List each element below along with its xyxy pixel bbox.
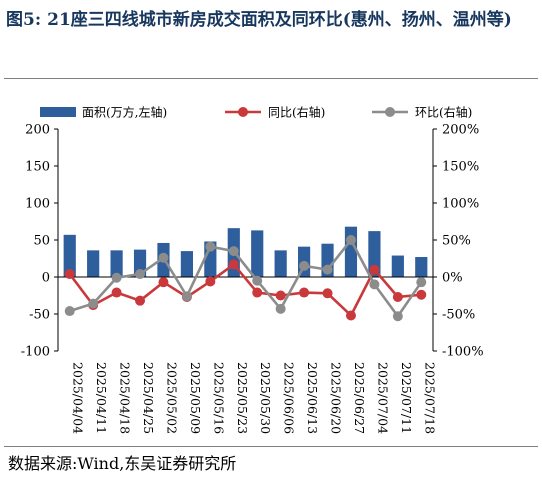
bar-area — [274, 250, 287, 277]
x-tick-label: 2025/07/11 — [399, 362, 414, 434]
bar-area — [391, 255, 404, 277]
right-tick-label: 0% — [442, 271, 463, 286]
yoy-point — [111, 287, 122, 298]
mom-point — [416, 277, 427, 288]
x-tick-label: 2025/06/06 — [282, 362, 297, 434]
mom-point — [111, 272, 122, 283]
bar-area — [344, 226, 358, 277]
x-tick-label: 2025/04/11 — [94, 362, 109, 434]
figure-label: 图5: — [6, 10, 42, 30]
yoy-point — [416, 289, 427, 300]
mom-point — [181, 291, 192, 302]
mom-point — [205, 241, 216, 252]
chart-title: 图5: 21座三四线城市新房成交面积及同环比(惠州、扬州、温州等) — [6, 4, 536, 36]
legend-mom-label: 环比(右轴) — [415, 105, 472, 120]
bar-area — [63, 234, 76, 277]
yoy-point — [299, 287, 310, 298]
mom-point — [135, 269, 146, 280]
bar-area — [110, 250, 123, 277]
bar-area — [180, 251, 193, 277]
right-tick-label: -50% — [442, 308, 475, 323]
yoy-point — [64, 269, 75, 280]
x-tick-label: 2025/05/16 — [211, 362, 226, 434]
x-tick-label: 2025/06/13 — [305, 362, 320, 434]
yoy-point — [322, 288, 333, 299]
yoy-point — [369, 264, 380, 275]
x-tick-label: 2025/05/02 — [164, 362, 179, 434]
yoy-point — [205, 276, 216, 287]
left-tick-label: -100 — [21, 345, 50, 360]
yoy-point — [392, 291, 403, 302]
right-tick-label: 100% — [442, 197, 479, 212]
mom-point — [64, 306, 75, 317]
x-tick-label: 2025/04/04 — [71, 362, 86, 434]
mom-point — [299, 260, 310, 271]
mom-point — [158, 252, 169, 263]
x-tick-label: 2025/04/25 — [141, 362, 156, 434]
mom-point — [345, 235, 356, 245]
yoy-point — [345, 310, 356, 321]
yoy-point — [252, 287, 263, 298]
bar-area — [415, 257, 428, 277]
bar-area — [368, 231, 381, 277]
left-tick-label: 100 — [25, 197, 50, 212]
yoy-point — [135, 295, 146, 306]
mom-point — [252, 275, 263, 286]
mom-point — [392, 311, 403, 322]
legend-bar-label: 面积(万方,左轴) — [82, 105, 167, 120]
right-tick-label: 50% — [442, 234, 471, 249]
source-note: 数据来源:Wind,东吴证券研究所 — [8, 454, 237, 473]
legend: 面积(万方,左轴) 同比(右轴) 环比(右轴) — [40, 105, 472, 120]
left-tick-label: 200 — [25, 123, 50, 138]
mom-point — [369, 279, 380, 290]
right-tick-label: -100% — [442, 345, 484, 360]
legend-yoy-label: 同比(右轴) — [268, 105, 325, 120]
left-tick-label: 150 — [25, 160, 50, 175]
figure-title: 21座三四线城市新房成交面积及同环比(惠州、扬州、温州等) — [47, 10, 512, 30]
bar-area — [87, 250, 100, 277]
left-tick-label: -50 — [29, 308, 50, 323]
x-tick-label: 2025/07/04 — [375, 362, 390, 434]
left-tick-label: 0 — [42, 271, 50, 286]
x-tick-label: 2025/04/18 — [118, 362, 133, 434]
mom-point — [322, 264, 333, 275]
x-tick-label: 2025/05/23 — [235, 362, 250, 434]
x-tick-label: 2025/05/30 — [258, 362, 273, 434]
legend-bar-swatch — [40, 107, 76, 117]
x-tick-label: 2025/07/18 — [422, 362, 437, 434]
mom-point — [275, 303, 286, 314]
x-tick-label: 2025/05/09 — [188, 362, 203, 434]
yoy-point — [158, 277, 169, 288]
yoy-point — [275, 290, 286, 301]
mom-point — [228, 246, 239, 257]
legend-yoy-marker — [238, 107, 248, 117]
x-tick-label: 2025/06/27 — [352, 362, 367, 434]
bar-area — [251, 230, 264, 277]
top-rule — [4, 78, 538, 79]
right-tick-label: 200% — [442, 123, 479, 138]
x-tick-label: 2025/06/20 — [329, 362, 344, 434]
bottom-rule — [4, 446, 538, 447]
mom-line — [69, 238, 423, 318]
yoy-point — [228, 259, 239, 270]
left-tick-label: 50 — [33, 234, 50, 249]
mom-point — [88, 298, 99, 309]
legend-mom-marker — [385, 107, 395, 117]
right-tick-label: 150% — [442, 160, 479, 175]
yoy-line — [68, 263, 422, 317]
